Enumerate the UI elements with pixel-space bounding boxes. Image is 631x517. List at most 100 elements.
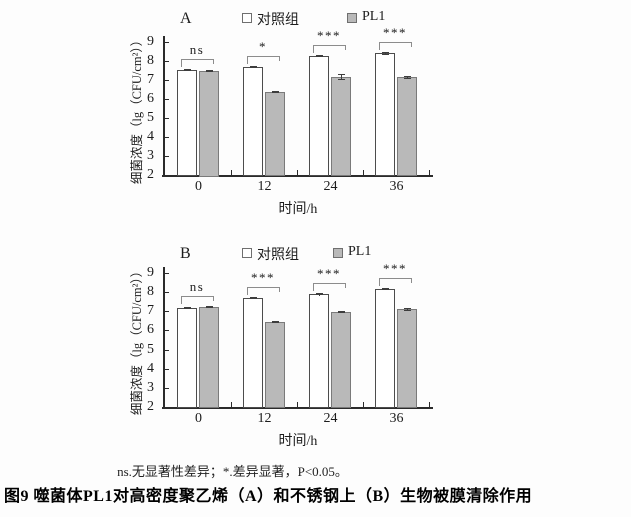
sig-label: *** [317,28,341,43]
error-bar-cap [338,74,345,75]
error-bar-cap [338,79,345,80]
y-tick [164,350,169,351]
bar-control [177,308,197,408]
sig-bracket-tick [181,296,182,304]
sig-bracket-line [379,278,412,279]
y-tick-label: 4 [147,361,154,376]
y-axis [163,267,165,409]
significance-note: ns.无显著性差异；*.差异显著，P<0.05。 [117,464,348,479]
bar-pl1 [331,312,351,408]
sig-label: ns [189,279,205,294]
y-tick-label: 7 [147,72,154,87]
error-bar-cap [250,67,257,68]
legend-control-marker [242,13,252,23]
y-tick [164,369,169,370]
sig-bracket-tick [181,59,182,67]
sig-bracket-line [247,287,280,288]
error-bar-cap [382,52,389,53]
y-tick-label: 9 [147,34,154,49]
x-tick-label: 36 [389,411,404,426]
sig-bracket-tick [379,42,380,50]
y-tick [164,156,169,157]
sig-bracket-tick [247,287,248,295]
error-bar-cap [316,56,323,57]
y-tick-label: 8 [147,53,154,68]
error-bar-cap [272,321,279,322]
x-tick-label: 12 [257,179,272,194]
error-bar-cap [272,91,279,92]
x-tick-label: 0 [195,179,202,194]
y-tick [164,273,169,274]
y-tick [164,292,169,293]
error-bar-cap [404,76,411,77]
error-bar-cap [184,308,191,309]
error-bar-line [407,308,408,311]
y-axis-title: 细菌浓度（lg（CFU/cm²）） [130,264,144,416]
x-tick-label: 36 [389,179,404,194]
x-tick-label: 24 [323,179,338,194]
sig-bracket-tick [345,45,346,50]
error-bar-cap [316,293,323,294]
x-axis [162,175,433,177]
x-minor-tick [363,402,364,407]
sig-bracket-tick [313,283,314,291]
sig-bracket-line [313,283,346,284]
y-axis [163,36,165,177]
legend-pl1-marker [333,248,343,258]
y-tick-label: 2 [147,167,154,182]
y-tick-label: 3 [147,148,154,163]
y-tick [164,175,169,176]
sig-bracket-line [247,56,280,57]
legend-pl1-label: PL1 [348,244,372,259]
bar-pl1 [397,309,417,408]
error-bar-cap [404,308,411,309]
sig-bracket-line [181,296,214,297]
y-tick [164,137,169,138]
error-bar-cap [382,54,389,55]
y-tick [164,80,169,81]
error-bar-cap [184,307,191,308]
y-tick [164,118,169,119]
bar-control [375,289,395,408]
error-bar-cap [272,92,279,93]
bar-pl1 [265,322,285,408]
error-bar-line [385,52,386,55]
y-tick [164,330,169,331]
sig-bracket-tick [279,56,280,61]
error-bar-cap [184,70,191,71]
bar-control [243,298,263,408]
error-bar-cap [316,55,323,56]
panel-label: A [180,10,192,27]
x-tick-label: 0 [195,411,202,426]
y-tick-label: 6 [147,91,154,106]
x-minor-tick [231,402,232,407]
y-tick-label: 3 [147,380,154,395]
x-axis-title: 时间/h [278,434,318,449]
error-bar-cap [272,322,279,323]
sig-bracket-line [379,42,412,43]
y-tick [164,42,169,43]
error-bar-cap [250,66,257,67]
y-tick [164,61,169,62]
error-bar-cap [206,70,213,71]
legend-pl1-marker [347,13,357,23]
sig-bracket-tick [411,278,412,283]
error-bar-cap [184,69,191,70]
error-bar-cap [404,310,411,311]
y-tick-label: 7 [147,303,154,318]
y-tick-label: 4 [147,129,154,144]
legend-control-label: 对照组 [257,248,299,263]
error-bar-cap [382,289,389,290]
figure-caption: 图9 噬菌体PL1对高密度聚乙烯（A）和不锈钢上（B）生物被膜清除作用 [4,488,533,505]
sig-bracket-tick [379,278,380,286]
error-bar-cap [316,294,323,295]
error-bar-cap [404,78,411,79]
x-minor-tick [297,170,298,175]
sig-bracket-tick [313,45,314,53]
panel-label: B [180,245,191,262]
y-tick [164,99,169,100]
x-minor-tick [363,170,364,175]
error-bar-line [341,74,342,80]
sig-bracket-tick [411,42,412,47]
